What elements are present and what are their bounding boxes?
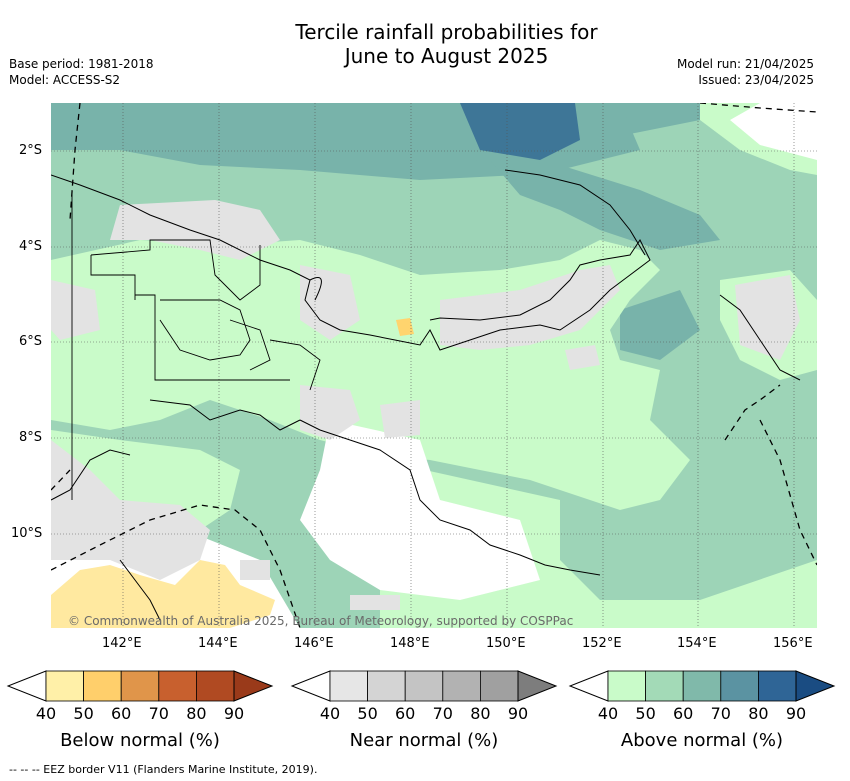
below-colorbar-tick: 80 — [186, 704, 207, 723]
lon-label-148e: 148°E — [390, 636, 430, 651]
above-colorbar-tick: 80 — [748, 704, 769, 723]
title-line-2: June to August 2025 — [344, 44, 549, 68]
above-colorbar-min-arrow — [568, 670, 609, 702]
base-period-text: Base period: 1981-2018 — [9, 57, 154, 71]
near-colorbar-segment — [367, 670, 406, 702]
above-colorbar-tick: 60 — [673, 704, 694, 723]
near-colorbar-tick: 70 — [432, 704, 453, 723]
below-colorbar-segment — [158, 670, 197, 702]
near-normal-40-patch-7 — [380, 400, 420, 438]
title-line-1: Tercile rainfall probabilities for — [295, 20, 598, 44]
below-colorbar-tick: 60 — [111, 704, 132, 723]
above-colorbar-segment — [607, 670, 646, 702]
below-colorbar-tick: 70 — [148, 704, 169, 723]
near-colorbar-tick: 50 — [357, 704, 378, 723]
near-colorbar-segment — [404, 670, 444, 702]
lat-label-6s: 6°S — [19, 334, 43, 349]
below-colorbar-title: Below normal (%) — [60, 730, 220, 751]
issued-text: Issued: 23/04/2025 — [698, 73, 814, 87]
lon-label-150e: 150°E — [486, 636, 526, 651]
lat-label-8s: 8°S — [19, 430, 43, 445]
near-colorbar-tick: 60 — [395, 704, 416, 723]
above-colorbar-segment — [758, 670, 797, 702]
near-normal-40-patch-6 — [300, 385, 360, 440]
lat-label-10s: 10°S — [11, 526, 43, 541]
near-normal-40-patch-9 — [240, 560, 270, 580]
near-colorbar-min-arrow — [290, 670, 331, 702]
above-colorbar-tick: 50 — [635, 704, 656, 723]
near-normal-40-patch-1 — [110, 200, 280, 260]
below-colorbar-min-arrow — [6, 670, 47, 702]
near-normal-40-patch-11 — [565, 345, 600, 370]
near-normal-40-patch-10 — [350, 595, 400, 610]
base-info: Base period: 1981-2018 Model: ACCESS-S2 — [9, 56, 154, 88]
lon-label-156e: 156°E — [773, 636, 813, 651]
above-colorbar-segment — [645, 670, 684, 702]
province-borders — [71, 190, 321, 500]
above-colorbar-segment — [720, 670, 759, 702]
near-colorbar-tick: 90 — [507, 704, 529, 723]
lat-label-2s: 2°S — [19, 143, 43, 158]
run-info: Model run: 21/04/2025 Issued: 23/04/2025 — [677, 56, 814, 88]
lon-label-142e: 142°E — [102, 636, 142, 651]
near-colorbar-max-arrow — [517, 670, 558, 702]
near-normal-40-patch-8 — [51, 440, 210, 580]
near-normal-40-patch-4 — [440, 265, 620, 350]
no-signal-region-south — [300, 420, 540, 600]
model-text: Model: ACCESS-S2 — [9, 73, 121, 87]
above-colorbar-title: Above normal (%) — [620, 730, 784, 751]
above-normal-60-east — [620, 290, 700, 360]
above-normal-70-region — [460, 103, 580, 160]
no-signal-region-ne — [730, 103, 817, 160]
above-colorbar-tick: 70 — [710, 704, 731, 723]
near-normal-40-patch-2 — [51, 280, 100, 340]
below-colorbar-segment — [120, 670, 160, 702]
above-normal-60-bismarck — [490, 160, 720, 250]
model-run-text: Model run: 21/04/2025 — [676, 57, 814, 71]
below-colorbar-segment — [45, 670, 84, 702]
below-colorbar-tick: 90 — [223, 704, 245, 723]
lon-label-144e: 144°E — [198, 636, 238, 651]
below-colorbar-tick: 50 — [73, 704, 94, 723]
eez-footnote: -- -- -- EEZ border V11 (Flanders Marine… — [9, 763, 318, 776]
near-normal-40-patch-5 — [735, 275, 800, 360]
map-fill — [51, 103, 817, 628]
map-title: Tercile rainfall probabilities for June … — [0, 20, 850, 68]
lon-label-154e: 154°E — [677, 636, 717, 651]
below-colorbar-segment — [195, 670, 235, 702]
near-colorbar-segment — [442, 670, 481, 702]
near-colorbar-tick: 80 — [470, 704, 491, 723]
above-colorbar-segment — [682, 670, 722, 702]
above-colorbar-tick: 90 — [785, 704, 807, 723]
graticule — [51, 103, 817, 628]
below-colorbar-tick: 40 — [35, 704, 57, 723]
near-colorbar-segment — [479, 670, 519, 702]
lon-label-146e: 146°E — [294, 636, 334, 651]
near-colorbar-segment — [329, 670, 368, 702]
above-colorbar-tick: 40 — [597, 704, 619, 723]
copyright-text: © Commonwealth of Australia 2025, Bureau… — [68, 614, 574, 628]
below-normal-50-patch — [396, 318, 414, 336]
colorbar-group — [6, 670, 836, 702]
lat-label-4s: 4°S — [19, 239, 43, 254]
eez-border — [51, 103, 817, 628]
below-colorbar-segment — [83, 670, 122, 702]
coastlines — [51, 169, 801, 621]
near-colorbar-title: Near normal (%) — [349, 730, 499, 751]
above-colorbar-max-arrow — [795, 670, 836, 702]
near-colorbar-tick: 40 — [319, 704, 341, 723]
lon-label-152e: 152°E — [582, 636, 622, 651]
below-colorbar-max-arrow — [233, 670, 274, 702]
